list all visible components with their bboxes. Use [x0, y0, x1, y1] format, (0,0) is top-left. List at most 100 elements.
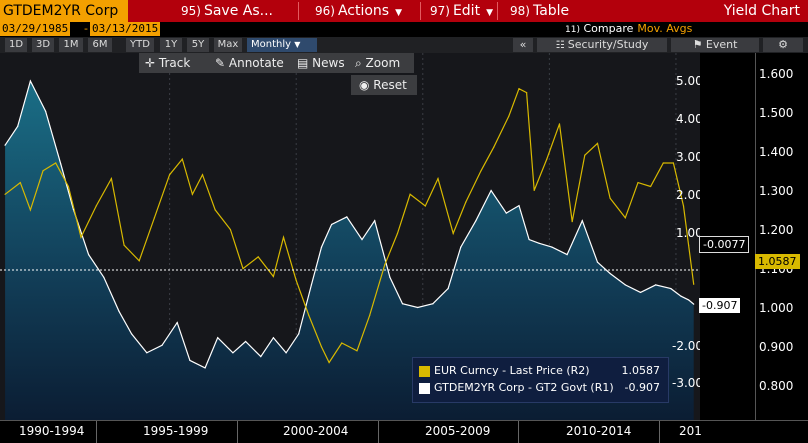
eur-point: [123, 244, 125, 246]
tf-1y-button[interactable]: 1Y: [160, 38, 182, 52]
gtdem-point: [432, 303, 434, 305]
x-divider: [237, 421, 238, 443]
eur-point: [508, 115, 510, 117]
date-range-bar: 03/29/1985 - 03/13/2015 11) Compare Mov. …: [0, 22, 808, 36]
eur-current-flag: 1.0587: [755, 254, 800, 269]
legend-item-gtdem[interactable]: GTDEM2YR Corp - GT2 Govt (R1) -0.907: [419, 379, 664, 397]
zoom-button[interactable]: ⌕ Zoom: [355, 56, 401, 70]
right-tick: 1.600: [759, 67, 794, 81]
tf-1d-button[interactable]: 1D: [5, 38, 27, 52]
right-tick: 1.200: [759, 223, 794, 237]
eur-point: [533, 189, 535, 191]
eur-point: [672, 162, 675, 164]
eur-swatch: [419, 365, 430, 377]
eur-point: [650, 185, 652, 188]
eur-point: [369, 314, 371, 317]
divider: [298, 2, 299, 20]
gtdem-point: [680, 295, 682, 297]
tf-ytd-button[interactable]: YTD: [126, 38, 154, 52]
chart-area[interactable]: [0, 53, 700, 420]
end-date-field[interactable]: 03/13/2015: [90, 22, 161, 36]
eur-point: [465, 201, 467, 203]
right-tick: 1.300: [759, 184, 794, 198]
eur-point: [688, 244, 690, 246]
reset-button[interactable]: ◉ Reset: [351, 75, 417, 95]
x-axis: 1990-1994 1995-1999 2000-2004 2005-2009 …: [0, 420, 808, 443]
magnifier-icon: ⌕: [355, 56, 366, 70]
gtdem-area: [5, 81, 694, 420]
gtdem-line: [4, 79, 695, 369]
settings-gear-icon[interactable]: ⚙: [763, 38, 803, 52]
annotate-button[interactable]: ✎ Annotate: [215, 56, 284, 70]
gtdem-point: [688, 299, 690, 301]
mov-avgs-button[interactable]: Mov. Avgs: [637, 22, 693, 35]
eur-point: [242, 268, 244, 270]
gtdem-point: [285, 352, 287, 354]
legend-item-eur[interactable]: EUR Curncy - Last Price (R2) 1.0587: [419, 362, 664, 380]
tf-max-button[interactable]: Max: [214, 38, 242, 52]
chart-type-title: Yield Chart: [723, 3, 800, 19]
ticker-field[interactable]: GTDEM2YR Corp: [0, 0, 128, 22]
eur-point: [518, 88, 520, 90]
x-label: 1990-1994: [19, 424, 85, 438]
collapse-icon[interactable]: «: [513, 38, 533, 52]
eur-point: [181, 158, 183, 160]
gtdem-point: [131, 333, 133, 335]
right-tick: 1.000: [759, 301, 794, 315]
annotate-icon: ✎: [215, 56, 229, 70]
track-button[interactable]: ✛ Track: [145, 56, 191, 70]
gtdem-point: [161, 344, 163, 346]
tf-3d-button[interactable]: 3D: [32, 38, 54, 52]
gtdem-last-flag: -0.907: [699, 298, 741, 313]
date-separator: -: [84, 22, 88, 35]
left-tick: 2.00: [676, 188, 703, 202]
gtdem-point: [505, 212, 507, 214]
eur-point: [384, 264, 386, 266]
compare-menu[interactable]: 11) Compare Mov. Avgs: [565, 22, 693, 35]
gtdem-point: [447, 288, 449, 290]
gtdem-point: [346, 216, 348, 218]
tf-6m-button[interactable]: 6M: [88, 38, 112, 52]
gtdem-point: [609, 272, 611, 275]
gtdem-point: [320, 246, 323, 248]
gtdem-point: [581, 220, 583, 222]
eur-point: [493, 146, 495, 148]
eur-point: [295, 279, 297, 281]
reset-icon: ◉: [359, 78, 374, 92]
gtdem-point: [460, 246, 462, 248]
eur-point: [328, 361, 330, 364]
eur-point: [584, 154, 586, 156]
x-label: 201: [679, 424, 702, 438]
eur-point: [214, 209, 216, 211]
divider: [420, 2, 421, 20]
period-select[interactable]: Monthly ▼: [247, 38, 317, 52]
eur-point: [153, 217, 156, 219]
chevron-down-icon: ▼: [294, 40, 301, 49]
tf-1m-button[interactable]: 1M: [59, 38, 83, 52]
gtdem-point: [639, 291, 642, 293]
actions-button[interactable]: 96) Actions ▼: [315, 3, 403, 19]
gtdem-point: [551, 246, 553, 248]
x-divider: [518, 421, 519, 443]
gtdem-point: [401, 303, 404, 305]
tf-5y-button[interactable]: 5Y: [187, 38, 209, 52]
eur-point: [308, 314, 310, 317]
news-button[interactable]: ▤ News: [297, 56, 345, 70]
eur-point: [396, 232, 399, 235]
x-label: 2010-2014: [566, 424, 632, 438]
actions-shortcut: 96): [315, 4, 335, 18]
eur-point: [341, 342, 343, 344]
eur-point: [452, 232, 454, 235]
edit-button[interactable]: 97) Edit ▼: [430, 3, 493, 19]
x-label: 2000-2004: [283, 424, 349, 438]
eur-point: [409, 193, 411, 195]
table-button[interactable]: 98) Table: [510, 3, 570, 19]
eur-point: [110, 178, 112, 180]
start-date-field[interactable]: 03/29/1985: [0, 22, 71, 36]
chart-tools-bar: ✛ Track ✎ Annotate ▤ News ⌕ Zoom: [139, 53, 414, 73]
event-button[interactable]: ⚑ Event: [671, 38, 759, 52]
security-study-button[interactable]: ☷ Security/Study: [537, 38, 667, 52]
eur-point: [169, 174, 171, 176]
gtdem-current-flag: -0.0077: [699, 236, 750, 253]
save-as-button[interactable]: 95) Save As...: [181, 3, 273, 19]
